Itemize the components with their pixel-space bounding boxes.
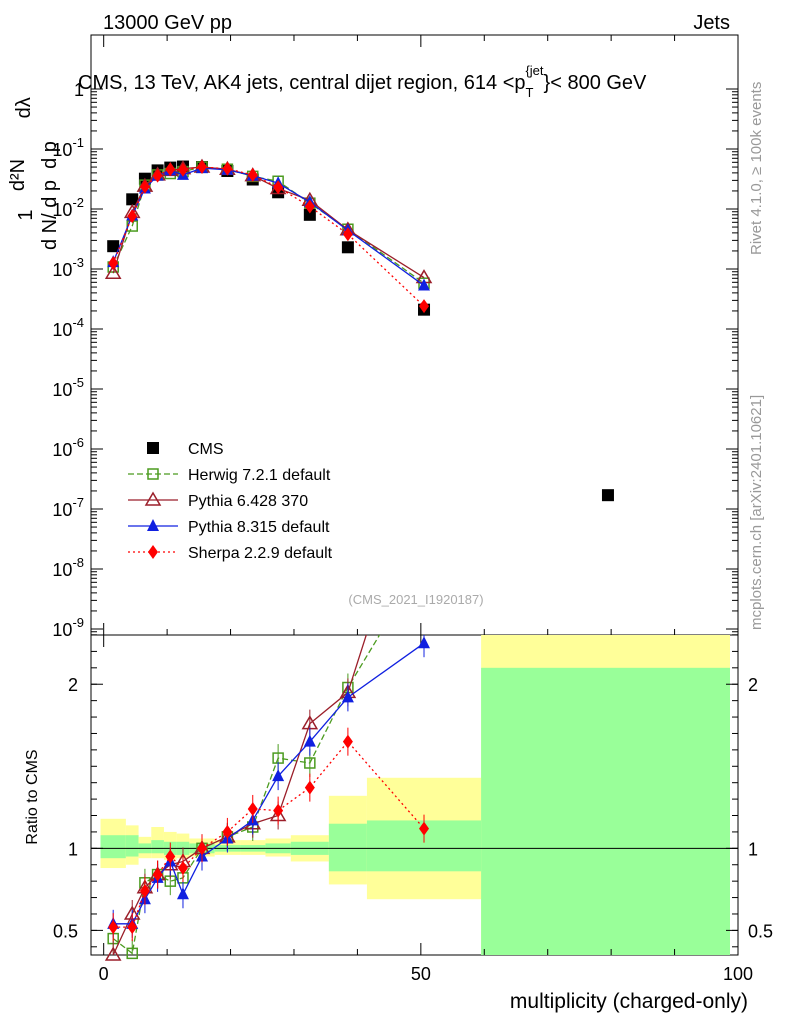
- data-point: [418, 278, 431, 291]
- data-point: [418, 636, 431, 649]
- y-axis-label-bottom: Ratio to CMS: [24, 749, 41, 844]
- data-point: [197, 160, 208, 175]
- data-point: [304, 757, 316, 769]
- data-point: [222, 824, 233, 839]
- data-point: [139, 884, 150, 898]
- series-line: [112, 166, 425, 284]
- ratio-tick-label-right: 1: [748, 839, 758, 859]
- data-point: [341, 690, 354, 703]
- y-tick-label: 10-8: [52, 555, 84, 580]
- data-point: [147, 468, 159, 480]
- svg-text:1d²Ndλ d N/ d pd p: 1d²Ndλ d N/ d pd p: [7, 92, 61, 250]
- ratio-tick-label-right: 0.5: [748, 921, 773, 941]
- axis-ticks: 0 50 100 1 10-1 10-2 10-3 10-4 10-5 10-6 10-7 10-8 1…: [52, 35, 773, 984]
- data-point: [197, 841, 208, 856]
- legend: CMS Herwig 7.2.1 default Pythia 6.428 370 P…: [128, 441, 333, 562]
- series-cms: [107, 160, 614, 502]
- data-point: [273, 180, 284, 195]
- data-point: [272, 769, 285, 782]
- data-point: [152, 867, 163, 882]
- data-point: [419, 299, 430, 314]
- series-line: [112, 166, 425, 279]
- data-point: [127, 209, 138, 224]
- band-inner: [125, 835, 139, 857]
- data-point: [127, 920, 138, 935]
- data-point: [126, 947, 138, 960]
- data-point: [108, 920, 119, 935]
- ratio-tick-label: 1: [68, 839, 78, 859]
- legend-label: Pythia 6.428 370: [188, 493, 308, 510]
- data-point: [108, 256, 119, 271]
- legend-label: Pythia 8.315 default: [188, 519, 330, 536]
- data-point: [341, 241, 354, 254]
- side-text-bottom: mcplots.cern.ch [arXiv:2401.10621]: [748, 395, 765, 630]
- side-text-top: Rivet 4.1.0, ≥ 100k events: [748, 82, 765, 255]
- data-point: [419, 821, 430, 836]
- data-point: [304, 199, 315, 214]
- legend-label: Herwig 7.2.1 default: [188, 467, 331, 484]
- header-left: 13000 GeV pp: [103, 12, 232, 34]
- ratio-tick-label: 2: [68, 675, 78, 695]
- data-point: [342, 734, 353, 749]
- x-tick-label: 50: [411, 964, 431, 984]
- data-point: [104, 946, 122, 961]
- data-point: [165, 849, 176, 864]
- data-point: [165, 162, 176, 177]
- data-point: [247, 801, 258, 816]
- series-line: [112, 166, 425, 307]
- legend-label: Sherpa 2.2.9 default: [188, 545, 333, 562]
- ratio-tick-label: 0.5: [53, 921, 78, 941]
- series-sherpa-2-2-9-default: [108, 160, 430, 942]
- x-tick-label: 0: [99, 964, 109, 984]
- ratio-tick-label-right: 2: [748, 675, 758, 695]
- data-point: [107, 240, 120, 253]
- ratio-series: [108, 727, 430, 942]
- y-tick-label: 10-4: [52, 315, 84, 340]
- data-point: [139, 179, 150, 194]
- y-axis-label-top: 1d²Ndλ d N/ d pd p: [7, 92, 61, 250]
- ratio-plot-frame: [90, 634, 739, 956]
- band-inner: [151, 840, 164, 854]
- data-point: [342, 227, 353, 242]
- data-point: [177, 861, 188, 876]
- band-inner: [100, 835, 126, 859]
- band-inner: [481, 667, 730, 955]
- x-axis-label: multiplicity (charged-only): [510, 990, 748, 1013]
- data-point: [303, 208, 316, 221]
- y-tick-label: 10-6: [52, 435, 84, 460]
- data-point: [247, 167, 258, 182]
- watermark: (CMS_2021_I1920187): [348, 592, 483, 607]
- data-point: [126, 193, 139, 206]
- data-point: [104, 264, 122, 279]
- data-point: [304, 780, 315, 795]
- legend-label: CMS: [188, 441, 224, 458]
- y-tick-label: 1: [74, 80, 84, 100]
- y-tick-label: 10-7: [52, 495, 84, 520]
- y-tick-label: 10-5: [52, 375, 84, 400]
- data-point: [273, 803, 284, 818]
- y-tick-label: 10-3: [52, 255, 84, 280]
- data-point: [147, 442, 159, 454]
- x-tick-label: 100: [723, 964, 753, 984]
- band-inner: [328, 823, 367, 872]
- data-point: [147, 519, 159, 531]
- chart-title: CMS, 13 TeV, AK4 jets, central dijet reg…: [78, 63, 647, 100]
- header-right: Jets: [693, 12, 730, 34]
- data-point: [152, 168, 163, 183]
- y-tick-label: 10-2: [52, 195, 84, 220]
- data-point: [176, 887, 189, 900]
- data-point: [177, 162, 188, 177]
- y-tick-label: 10-9: [52, 615, 84, 640]
- data-point: [601, 489, 614, 502]
- series-line: [112, 167, 425, 287]
- y-tick-label: 10-1: [52, 135, 84, 160]
- series-layer: [104, 158, 614, 961]
- data-point: [148, 545, 158, 559]
- data-point: [222, 161, 233, 176]
- data-point: [303, 734, 316, 747]
- data-point: [144, 491, 162, 506]
- ratio-bands: [91, 635, 738, 955]
